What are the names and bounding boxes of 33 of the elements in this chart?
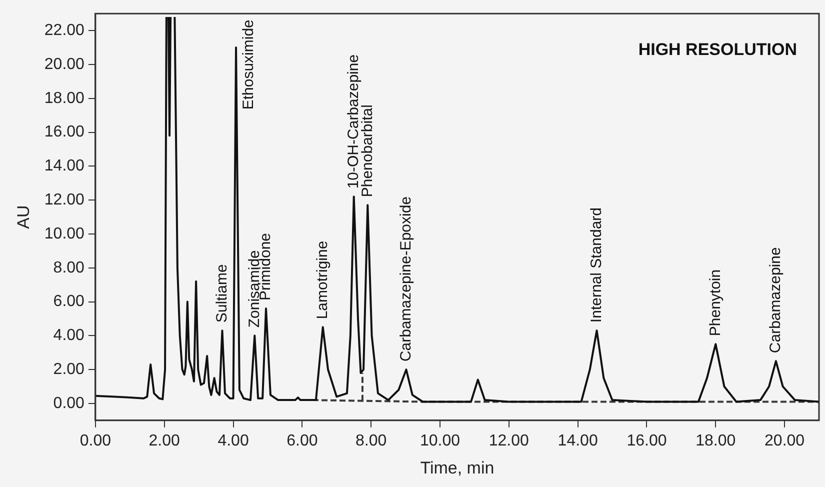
annotation: Carbamazepine xyxy=(767,247,784,354)
y-tick-label: 0.00 xyxy=(53,394,85,412)
y-tick-label: 14.00 xyxy=(44,158,85,175)
annotation: Carbamazepine-Epoxide xyxy=(397,196,414,362)
y-tick-label: 4.00 xyxy=(53,327,85,344)
y-tick-label: 2.00 xyxy=(53,360,85,378)
x-tick-label: 6.00 xyxy=(286,432,318,450)
y-axis-title: AU xyxy=(14,205,33,229)
x-tick-label: 0.00 xyxy=(80,432,112,450)
y-tick-label: 18.00 xyxy=(44,90,85,107)
x-tick-label: 4.00 xyxy=(218,432,249,450)
annotation: Internal Standard xyxy=(588,207,605,323)
y-tick-label: 10.00 xyxy=(44,225,85,242)
annotation: Ethosuximide xyxy=(240,20,258,110)
annotation: Phenytoin xyxy=(706,269,724,336)
y-tick-label: 12.00 xyxy=(44,191,85,208)
y-tick-label: 6.00 xyxy=(53,293,85,310)
x-tick-label: 12.00 xyxy=(488,432,530,450)
x-tick-label: 10.00 xyxy=(420,432,460,450)
annotation: Sultiame xyxy=(213,264,230,323)
annotation: Lamotrigine xyxy=(314,240,331,320)
x-tick-label: 8.00 xyxy=(356,432,387,450)
y-tick-label: 16.00 xyxy=(44,124,85,141)
y-tick-label: 20.00 xyxy=(44,56,85,73)
x-tick-label: 18.00 xyxy=(696,432,736,450)
y-tick-label: 8.00 xyxy=(53,259,85,276)
x-tick-label: 2.00 xyxy=(148,432,180,450)
y-tick-label: 22.00 xyxy=(44,22,85,39)
text: HIGH RESOLUTION xyxy=(638,40,797,59)
x-tick-label: 16.00 xyxy=(626,432,667,450)
x-tick-label: 20.00 xyxy=(764,432,805,450)
x-axis-title: Time, min xyxy=(420,458,494,478)
x-tick-label: 14.00 xyxy=(558,432,598,450)
